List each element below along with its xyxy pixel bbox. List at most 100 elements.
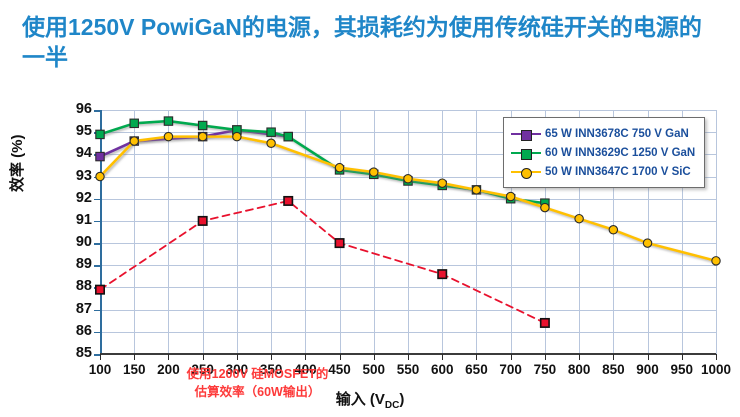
gridline-vertical bbox=[681, 110, 683, 354]
series-3 bbox=[95, 131, 721, 266]
x-axis-title: 输入 (VDC) bbox=[0, 388, 740, 411]
gridline-vertical bbox=[647, 110, 649, 354]
data-point bbox=[283, 131, 293, 142]
y-tick-label: 93 bbox=[75, 167, 92, 184]
data-point bbox=[197, 120, 208, 131]
x-tick bbox=[373, 354, 375, 360]
data-point bbox=[197, 215, 208, 226]
y-tick bbox=[94, 198, 100, 201]
y-tick bbox=[94, 220, 100, 223]
plot-area bbox=[94, 110, 721, 360]
x-tick bbox=[271, 354, 273, 360]
x-tick-label: 350 bbox=[259, 362, 283, 377]
x-tick bbox=[305, 354, 307, 360]
gridline-vertical bbox=[134, 110, 136, 354]
x-tick-label: 500 bbox=[362, 362, 386, 377]
y-axis-title: 效率 (%) bbox=[9, 134, 26, 193]
y-tick bbox=[94, 243, 100, 245]
x-tick-label: 100 bbox=[88, 362, 112, 377]
data-point bbox=[539, 317, 550, 328]
y-tick-label: 94 bbox=[75, 145, 92, 162]
y-tick-label: 88 bbox=[75, 278, 92, 295]
gridline-vertical bbox=[236, 110, 238, 354]
legend-item-label: 65 W INN3678C 750 V GaN bbox=[545, 127, 689, 140]
annotation-line-2: 估算效率（60W输出） bbox=[194, 384, 321, 399]
x-tick bbox=[716, 354, 717, 360]
gridline-vertical bbox=[339, 110, 341, 354]
x-tick-label: 650 bbox=[465, 362, 488, 377]
data-point bbox=[437, 178, 447, 188]
x-tick bbox=[408, 354, 409, 360]
x-tick-label: 900 bbox=[636, 362, 659, 377]
gridline-vertical bbox=[476, 110, 478, 354]
data-point bbox=[232, 131, 242, 142]
annotation-line-1: 使用1200V 硅MOSFET的 bbox=[186, 367, 329, 381]
gridline-vertical bbox=[271, 110, 273, 354]
x-tick-label: 950 bbox=[670, 362, 694, 377]
x-tick bbox=[202, 354, 204, 360]
data-point bbox=[711, 256, 721, 266]
gridline-vertical bbox=[373, 110, 375, 354]
data-point bbox=[266, 138, 276, 149]
data-point bbox=[403, 174, 413, 184]
y-tick-label: 90 bbox=[75, 234, 92, 251]
legend-item-label: 50 W INN3647C 1700 V SiC bbox=[545, 165, 691, 178]
data-point bbox=[266, 127, 276, 137]
x-tick-label: 1000 bbox=[700, 362, 732, 377]
data-point bbox=[334, 162, 345, 173]
x-tick-label: 800 bbox=[567, 362, 591, 377]
x-tick-label: 450 bbox=[328, 362, 351, 377]
x-tick bbox=[100, 354, 101, 360]
y-tick-label: 91 bbox=[75, 211, 92, 228]
y-axis-line bbox=[100, 110, 102, 354]
legend-swatch-icon bbox=[511, 147, 541, 160]
x-tick bbox=[579, 354, 581, 360]
y-tick-label: 96 bbox=[75, 101, 92, 117]
y-tick-label: 86 bbox=[75, 322, 92, 339]
y-tick bbox=[94, 309, 100, 312]
y-tick bbox=[94, 265, 100, 267]
y-tick-label: 85 bbox=[75, 345, 92, 361]
x-tick-label: 250 bbox=[191, 362, 214, 377]
data-point bbox=[574, 213, 584, 224]
data-point bbox=[129, 118, 139, 129]
x-tick-label: 700 bbox=[499, 362, 522, 377]
legend-swatch-icon bbox=[511, 128, 541, 141]
x-tick bbox=[339, 354, 341, 360]
y-tick bbox=[94, 331, 100, 334]
data-point bbox=[129, 136, 139, 146]
data-point bbox=[505, 191, 516, 202]
series-line bbox=[98, 128, 290, 158]
legend-item-2[interactable]: 60 W INN3629C 1250 V GaN bbox=[511, 143, 695, 162]
chart-legend: 65 W INN3678C 750 V GaN 60 W INN3629C 125… bbox=[503, 117, 706, 188]
x-tick bbox=[168, 354, 170, 360]
x-axis-title-main: 输入 (V bbox=[335, 391, 385, 408]
x-axis-title-sub: DC bbox=[384, 400, 400, 411]
data-point bbox=[369, 167, 379, 177]
x-tick bbox=[681, 354, 683, 360]
annotation-label: 使用1200V 硅MOSFET的 估算效率（60W输出） bbox=[160, 366, 355, 402]
x-tick-label: 600 bbox=[430, 362, 454, 377]
data-point bbox=[608, 225, 619, 235]
gridline-vertical bbox=[579, 110, 581, 354]
gridline-vertical bbox=[408, 110, 409, 354]
gridline-vertical bbox=[202, 110, 204, 354]
x-tick-label: 550 bbox=[396, 362, 420, 377]
x-tick-label: 150 bbox=[122, 362, 146, 377]
series-line bbox=[99, 200, 546, 324]
data-point bbox=[163, 116, 174, 126]
x-tick-label: 750 bbox=[533, 362, 557, 377]
data-point bbox=[437, 269, 448, 280]
x-tick-label: 200 bbox=[157, 362, 180, 377]
gridline-vertical bbox=[442, 110, 444, 354]
data-point bbox=[471, 185, 482, 195]
data-point bbox=[95, 129, 105, 140]
y-tick bbox=[94, 110, 100, 112]
data-point bbox=[283, 195, 294, 206]
x-tick-label: 400 bbox=[294, 362, 317, 377]
data-point bbox=[334, 238, 345, 249]
gridline-vertical bbox=[305, 110, 307, 354]
x-axis-title-tail: ) bbox=[399, 391, 405, 408]
legend-item-3[interactable]: 50 W INN3647C 1700 V SiC bbox=[511, 162, 695, 181]
legend-item-1[interactable]: 65 W INN3678C 750 V GaN bbox=[511, 124, 695, 143]
